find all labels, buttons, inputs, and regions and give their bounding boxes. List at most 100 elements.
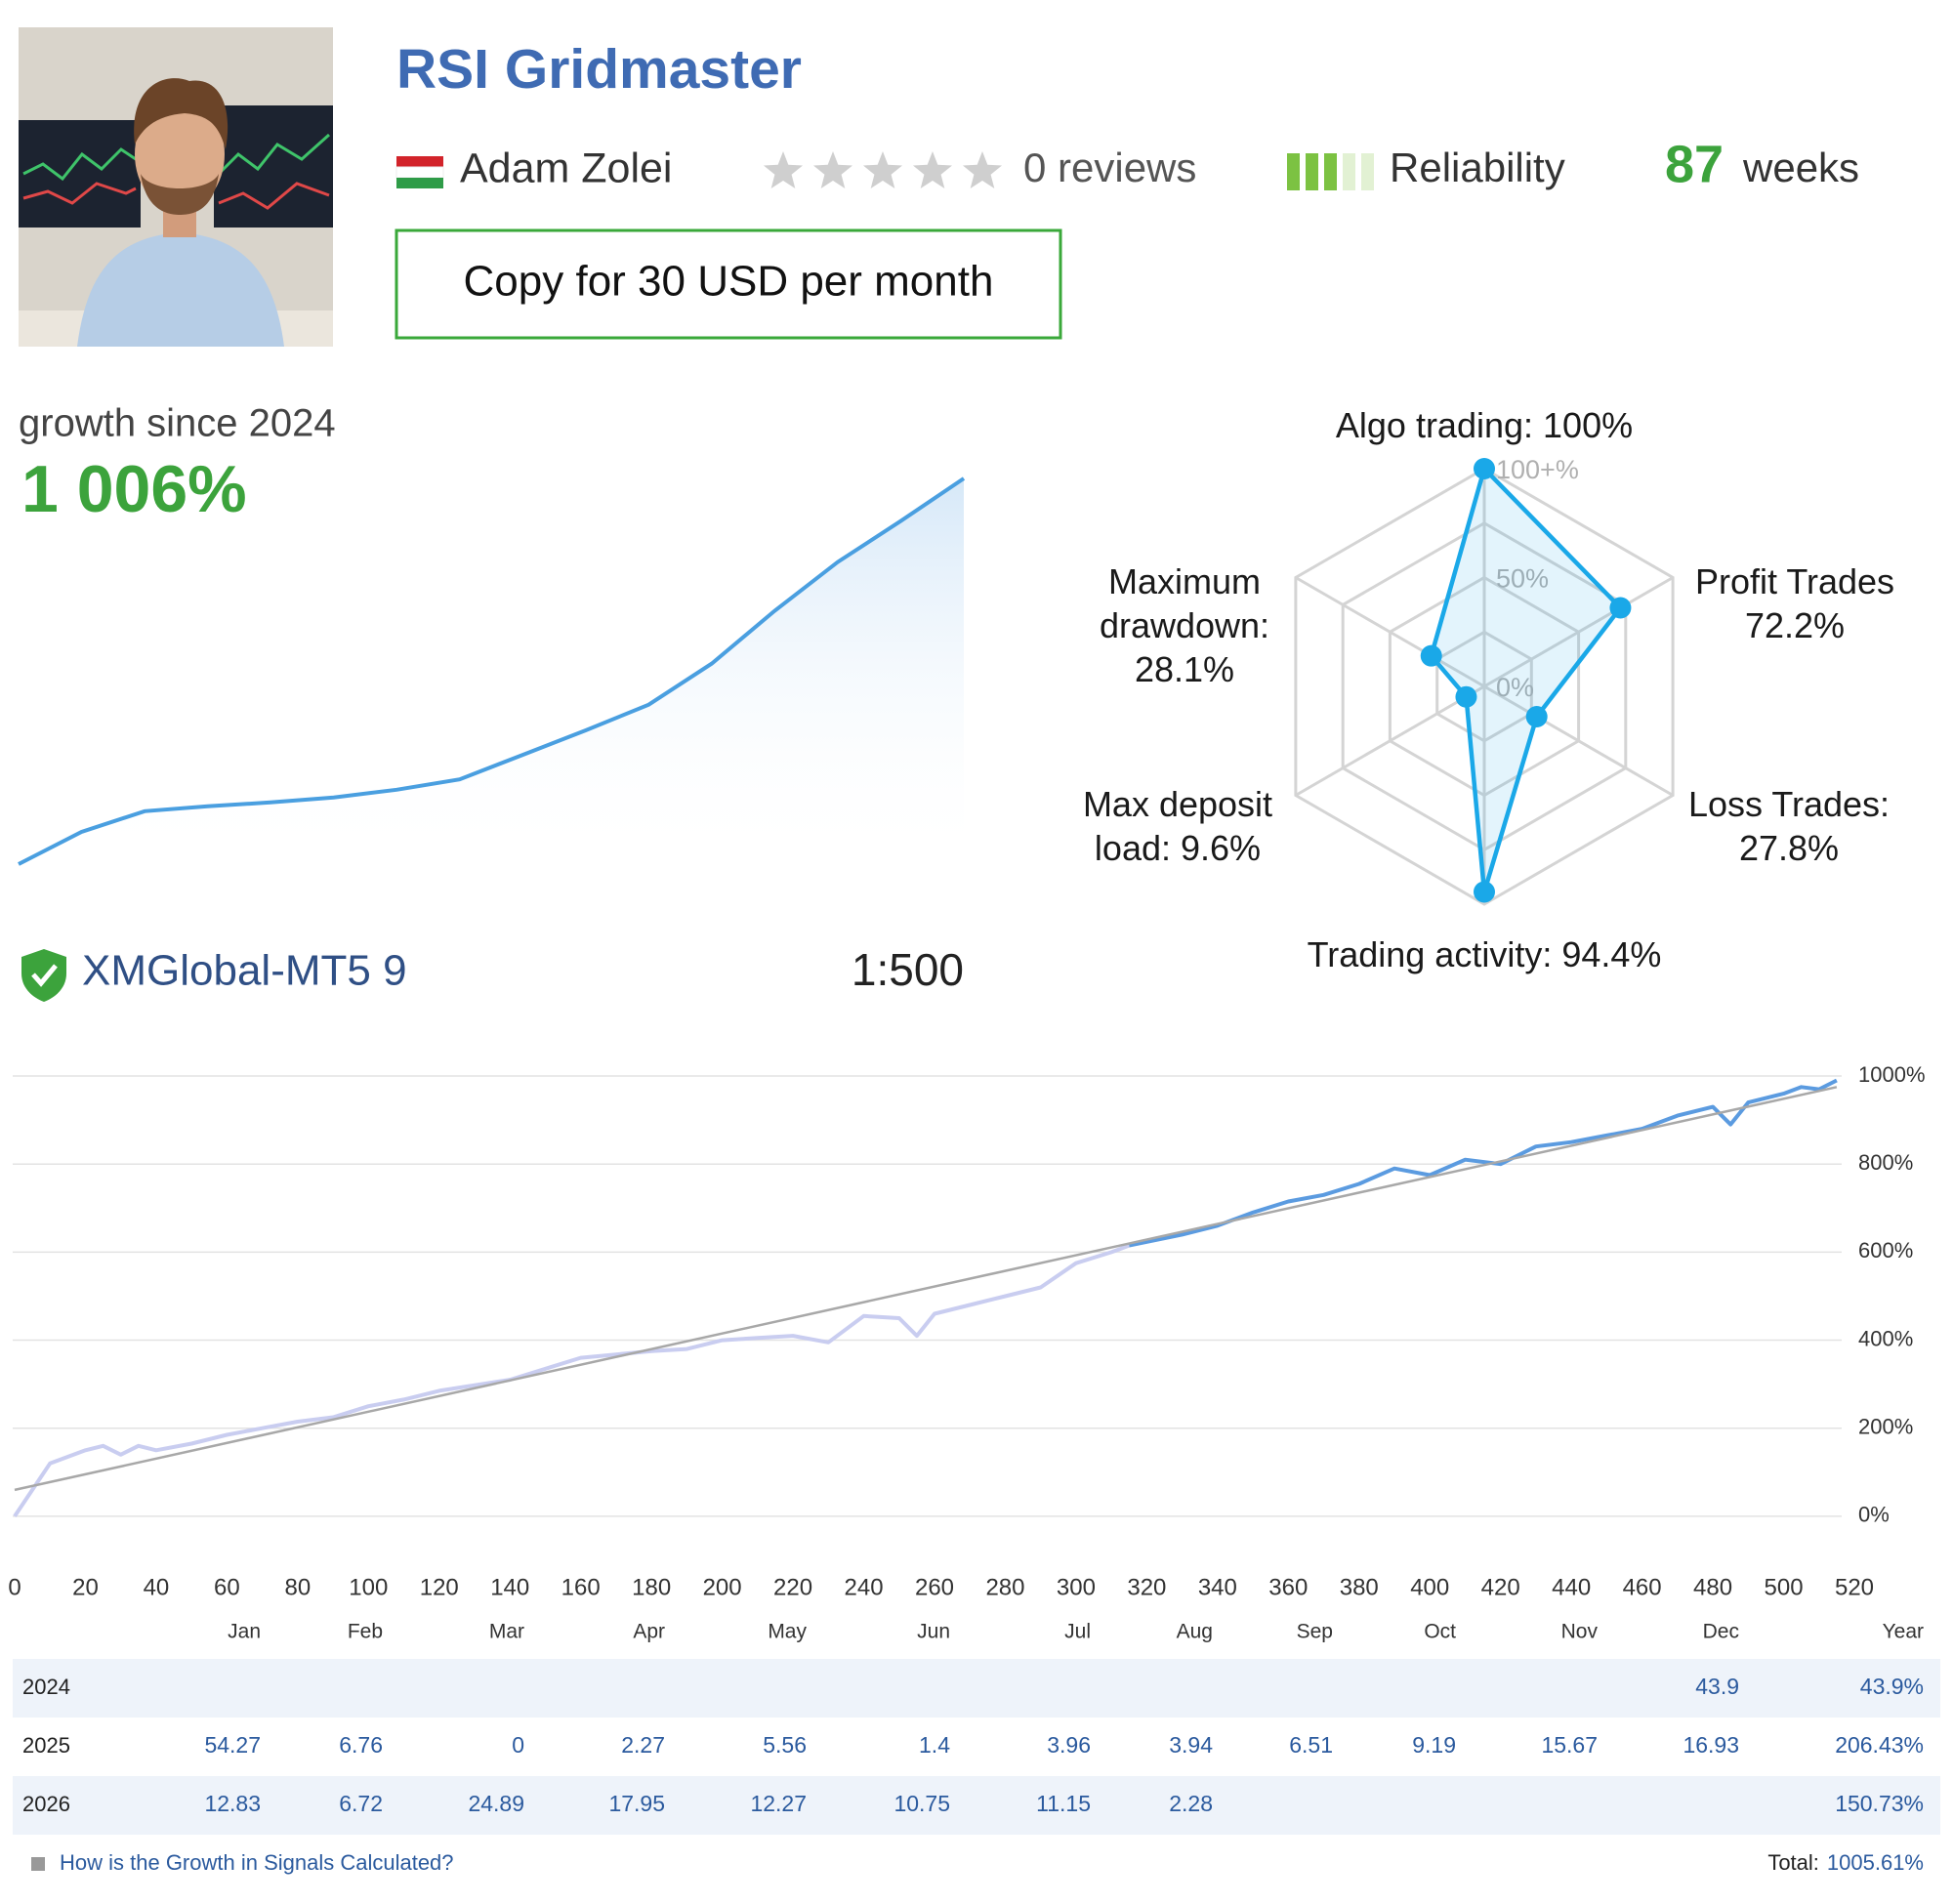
radar-category: Trading activity: bbox=[1307, 934, 1553, 974]
x-tick-label: 120 bbox=[420, 1574, 459, 1600]
x-tick-label: 460 bbox=[1623, 1574, 1662, 1600]
x-tick-label: 200 bbox=[703, 1574, 742, 1600]
column-header: May bbox=[768, 1621, 807, 1643]
copy-button[interactable]: Copy for 30 USD per month bbox=[395, 228, 1062, 340]
radar-value: 72.2% bbox=[1744, 605, 1846, 645]
author-name[interactable]: Adam Zolei bbox=[460, 145, 672, 191]
cell: 12.27 bbox=[750, 1791, 807, 1816]
reliability-bars bbox=[1287, 153, 1374, 190]
cell: 6.51 bbox=[1289, 1732, 1333, 1758]
radar-tick-label: 100+% bbox=[1496, 455, 1579, 484]
leverage: 1:500 bbox=[852, 944, 964, 995]
y-tick-label: 800% bbox=[1858, 1150, 1913, 1175]
row-label: 2025 bbox=[22, 1733, 70, 1758]
row-label: 2026 bbox=[22, 1792, 70, 1816]
growth-line bbox=[18, 476, 966, 866]
y-tick-label: 400% bbox=[1858, 1326, 1913, 1350]
cell: 17.95 bbox=[608, 1791, 665, 1816]
radar-spoke bbox=[1483, 684, 1674, 797]
radar-point bbox=[1420, 644, 1442, 667]
radar-point bbox=[1609, 597, 1632, 619]
growth-title: growth since 2024 bbox=[19, 402, 336, 445]
cell: 9.19 bbox=[1412, 1732, 1456, 1758]
column-header: Dec bbox=[1703, 1621, 1739, 1643]
row-background bbox=[13, 1776, 1940, 1835]
x-tick-label: 340 bbox=[1198, 1574, 1237, 1600]
radar-value: 28.1% bbox=[1134, 649, 1235, 689]
x-tick-label: 180 bbox=[632, 1574, 671, 1600]
column-header: Jul bbox=[1064, 1621, 1091, 1643]
cell: 5.56 bbox=[763, 1732, 807, 1758]
cell: 0 bbox=[512, 1732, 524, 1758]
radar-spoke bbox=[1295, 684, 1485, 797]
cell: 2.28 bbox=[1169, 1791, 1213, 1816]
radar-point bbox=[1455, 685, 1477, 708]
column-header: Mar bbox=[489, 1621, 524, 1643]
column-header: Sep bbox=[1297, 1621, 1333, 1643]
cell: 24.89 bbox=[468, 1791, 524, 1816]
cell: 6.76 bbox=[339, 1732, 383, 1758]
x-tick-label: 400 bbox=[1410, 1574, 1449, 1600]
radar-tick-label: 50% bbox=[1496, 564, 1549, 594]
copy-button-frame[interactable] bbox=[395, 228, 1062, 340]
growth-headline: 1 006% bbox=[21, 452, 247, 526]
x-tick-label: 420 bbox=[1481, 1574, 1520, 1600]
star bbox=[963, 151, 1002, 188]
total-value: 1005.61% bbox=[1827, 1850, 1924, 1875]
star bbox=[813, 151, 852, 188]
radar-value: 9.6% bbox=[1181, 828, 1262, 868]
x-tick-label: 100 bbox=[349, 1574, 388, 1600]
x-tick-label: 320 bbox=[1127, 1574, 1166, 1600]
cell: 16.93 bbox=[1683, 1732, 1739, 1758]
radar-tick-label: 0% bbox=[1496, 673, 1534, 702]
growth-series bbox=[13, 1243, 1131, 1518]
radar-label: Maximum drawdown: 28.1% bbox=[1087, 559, 1282, 691]
cell: 150.73% bbox=[1835, 1791, 1924, 1816]
verified-check bbox=[31, 964, 58, 987]
x-tick-label: 20 bbox=[72, 1574, 99, 1600]
help-link[interactable]: How is the Growth in Signals Calculated? bbox=[60, 1850, 454, 1875]
x-tick-label: 520 bbox=[1835, 1574, 1874, 1600]
radar-spoke bbox=[1295, 576, 1485, 688]
radar-point bbox=[1474, 458, 1495, 479]
radar-value: 94.4% bbox=[1561, 934, 1662, 974]
row-background bbox=[13, 1659, 1940, 1718]
x-tick-label: 440 bbox=[1552, 1574, 1591, 1600]
x-tick-label: 300 bbox=[1057, 1574, 1096, 1600]
star bbox=[764, 151, 803, 188]
broker-server[interactable]: XMGlobal-MT5 9 bbox=[82, 947, 407, 995]
column-header: Apr bbox=[633, 1621, 665, 1643]
x-tick-label: 220 bbox=[773, 1574, 812, 1600]
radar-label: Profit Trades 72.2% bbox=[1673, 559, 1917, 647]
cell: 10.75 bbox=[893, 1791, 950, 1816]
cell: 2.27 bbox=[621, 1732, 665, 1758]
cell: 43.9 bbox=[1695, 1674, 1739, 1699]
x-tick-label: 140 bbox=[490, 1574, 529, 1600]
y-tick-label: 200% bbox=[1858, 1415, 1913, 1439]
cell: 54.27 bbox=[204, 1732, 261, 1758]
x-tick-label: 160 bbox=[561, 1574, 601, 1600]
avatar bbox=[19, 27, 333, 347]
radar-point bbox=[1474, 881, 1495, 903]
reliability-label: Reliability bbox=[1390, 145, 1565, 190]
reviews[interactable]: 0 reviews bbox=[1023, 145, 1196, 190]
radar-category: Profit Trades bbox=[1694, 561, 1895, 601]
radar-label: Loss Trades: 27.8% bbox=[1672, 782, 1906, 870]
growth-series bbox=[1128, 1078, 1838, 1248]
x-tick-label: 360 bbox=[1268, 1574, 1308, 1600]
star bbox=[863, 151, 902, 188]
radar-label: Max deposit load: 9.6% bbox=[1060, 782, 1295, 870]
y-tick-label: 0% bbox=[1858, 1503, 1890, 1527]
help-icon bbox=[31, 1857, 45, 1871]
radar-point bbox=[1525, 705, 1548, 727]
cell: 6.72 bbox=[339, 1791, 383, 1816]
radar-category: Algo trading: bbox=[1335, 405, 1534, 445]
copy-button-label[interactable]: Copy for 30 USD per month bbox=[464, 258, 994, 306]
radar-category: Max deposit load: bbox=[1082, 784, 1273, 868]
y-tick-label: 1000% bbox=[1858, 1062, 1926, 1087]
cell: 3.94 bbox=[1169, 1732, 1213, 1758]
cell: 1.4 bbox=[919, 1732, 950, 1758]
